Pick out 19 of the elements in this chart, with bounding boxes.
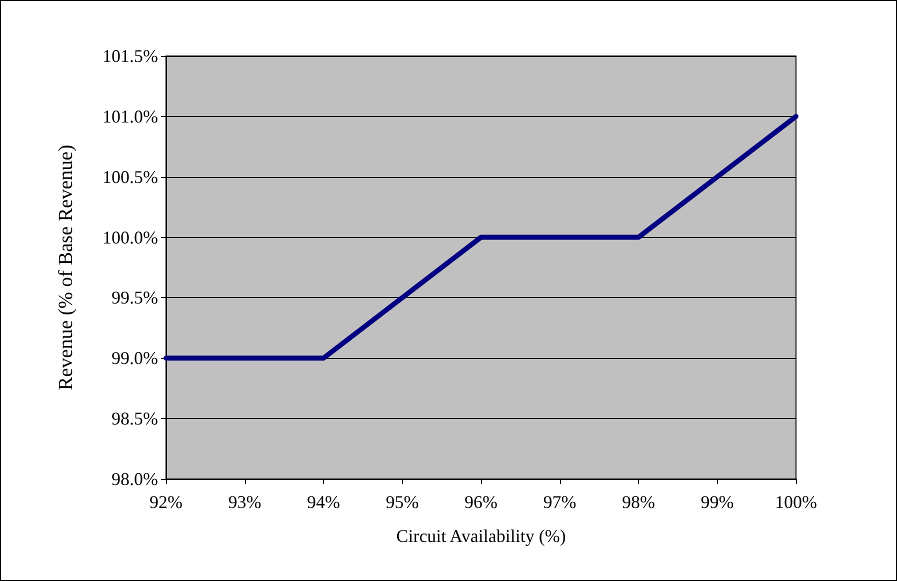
y-tick-label: 98.0% bbox=[112, 469, 158, 489]
x-tick-label: 92% bbox=[150, 492, 182, 512]
x-tick-label: 93% bbox=[228, 492, 262, 512]
x-tick-label: 99% bbox=[700, 492, 734, 512]
x-tick-label: 95% bbox=[386, 492, 419, 512]
y-tick-label: 100.5% bbox=[102, 166, 158, 187]
y-tick-label: 99.0% bbox=[112, 348, 158, 368]
y-tick-label: 101.5% bbox=[102, 46, 158, 66]
x-tick-label: 97% bbox=[543, 492, 576, 512]
x-tick-label: 96% bbox=[464, 492, 498, 512]
x-tick-label: 98% bbox=[622, 492, 655, 512]
y-tick-label: 100.0% bbox=[102, 227, 158, 248]
y-tick-label: 98.5% bbox=[112, 408, 158, 429]
x-tick-label: 100% bbox=[775, 492, 817, 512]
y-tick-label: 101.0% bbox=[102, 106, 158, 126]
y-tick-label: 99.5% bbox=[112, 288, 158, 308]
x-axis-title: Circuit Availability (%) bbox=[396, 526, 566, 546]
x-tick-label: 94% bbox=[307, 492, 340, 512]
y-axis-title: Revenue (% of Base Revenue) bbox=[55, 144, 77, 390]
